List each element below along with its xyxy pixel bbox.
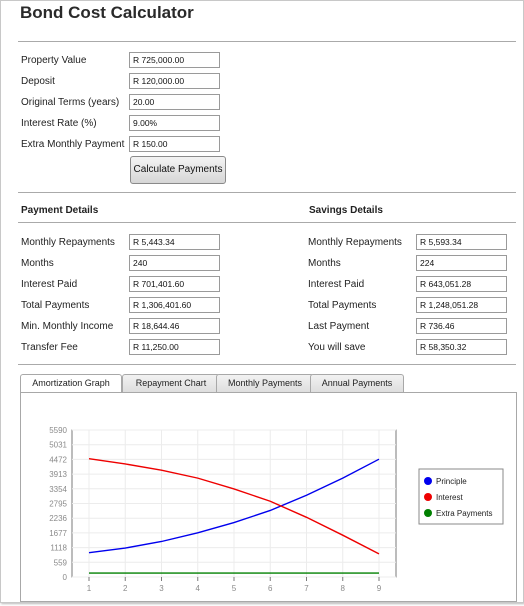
- savings-total-payments-label: Total Payments: [308, 300, 377, 311]
- savings-months-label: Months: [308, 258, 341, 269]
- legend-label: Principle: [436, 477, 467, 486]
- transfer-fee-label: Transfer Fee: [21, 342, 78, 353]
- savings-monthly-repayments-field[interactable]: R 5,593.34: [416, 234, 507, 250]
- last-payment-field[interactable]: R 736.46: [416, 318, 507, 334]
- transfer-fee-field[interactable]: R 11,250.00: [129, 339, 220, 355]
- original-terms-input[interactable]: 20.00: [129, 94, 220, 110]
- deposit-label: Deposit: [21, 76, 55, 87]
- x-tick-label: 3: [159, 584, 164, 593]
- payment-months-label: Months: [21, 258, 54, 269]
- interest-rate-label: Interest Rate (%): [21, 118, 97, 129]
- y-tick-label: 3913: [49, 470, 67, 479]
- series-line-principle: [88, 458, 380, 554]
- min-monthly-income-label: Min. Monthly Income: [21, 321, 114, 332]
- savings-details-heading: Savings Details: [309, 205, 383, 216]
- payment-monthly-repayments-label: Monthly Repayments: [21, 237, 115, 248]
- series-line-interest: [88, 457, 380, 555]
- legend-box: [418, 468, 504, 525]
- x-tick-label: 2: [123, 584, 128, 593]
- y-tick-label: 1118: [50, 544, 67, 553]
- payment-total-payments-field[interactable]: R 1,306,401.60: [129, 297, 220, 313]
- tab-annual-payments[interactable]: Annual Payments: [310, 374, 404, 392]
- x-tick-label: 4: [196, 584, 201, 593]
- payment-monthly-repayments-field[interactable]: R 5,443.34: [129, 234, 220, 250]
- divider: [18, 364, 516, 365]
- legend-label: Interest: [436, 493, 463, 502]
- extra-monthly-payment-label: Extra Monthly Payment: [21, 139, 125, 150]
- y-tick-label: 3354: [49, 485, 67, 494]
- payment-total-payments-label: Total Payments: [21, 300, 90, 311]
- y-tick-label: 0: [63, 573, 68, 582]
- you-will-save-label: You will save: [308, 342, 366, 353]
- tab-monthly-payments[interactable]: Monthly Payments: [216, 374, 314, 392]
- min-monthly-income-field[interactable]: R 18,644.46: [129, 318, 220, 334]
- y-tick-label: 4472: [49, 455, 67, 464]
- amortization-graph-panel: 0 559 1118 1677 2236 2795 3354 3913 4472 5031 5590…: [20, 392, 517, 602]
- divider: [18, 41, 516, 42]
- divider: [18, 222, 516, 223]
- y-tick-label: 5590: [49, 426, 67, 435]
- deposit-input[interactable]: R 120,000.00: [129, 73, 220, 89]
- interest-rate-input[interactable]: 9.00%: [129, 115, 220, 131]
- x-tick-label: 7: [304, 584, 309, 593]
- legend-marker: [424, 493, 432, 501]
- savings-monthly-repayments-label: Monthly Repayments: [308, 237, 402, 248]
- legend-label: Extra Payments: [436, 509, 492, 518]
- page-title: Bond Cost Calculator: [20, 3, 194, 22]
- savings-total-payments-field[interactable]: R 1,248,051.28: [416, 297, 507, 313]
- x-tick-label: 9: [377, 584, 382, 593]
- y-tick-label: 2795: [49, 500, 67, 509]
- y-tick-label: 559: [54, 558, 68, 567]
- original-terms-label: Original Terms (years): [21, 97, 120, 108]
- amortization-line-chart: 0559111816772236279533543913447250315590…: [49, 426, 504, 593]
- savings-interest-paid-field[interactable]: R 643,051.28: [416, 276, 507, 292]
- payment-interest-paid-field[interactable]: R 701,401.60: [129, 276, 220, 292]
- legend-marker: [424, 509, 432, 517]
- you-will-save-field[interactable]: R 58,350.32: [416, 339, 507, 355]
- savings-months-field[interactable]: 224: [416, 255, 507, 271]
- payment-interest-paid-label: Interest Paid: [21, 279, 78, 290]
- legend-marker: [424, 477, 432, 485]
- tab-repayment-chart[interactable]: Repayment Chart: [122, 374, 220, 392]
- x-tick-label: 8: [341, 584, 346, 593]
- payment-months-field[interactable]: 240: [129, 255, 220, 271]
- savings-interest-paid-label: Interest Paid: [308, 279, 365, 290]
- tab-amortization-graph[interactable]: Amortization Graph: [20, 374, 122, 393]
- calculate-payments-button[interactable]: Calculate Payments: [130, 156, 226, 184]
- y-tick-label: 2236: [49, 514, 67, 523]
- payment-details-heading: Payment Details: [21, 205, 99, 216]
- last-payment-label: Last Payment: [308, 321, 370, 332]
- property-value-label: Property Value: [21, 55, 87, 66]
- divider: [18, 192, 516, 193]
- property-value-input[interactable]: R 725,000.00: [129, 52, 220, 68]
- y-tick-label: 5031: [49, 441, 67, 450]
- extra-monthly-payment-input[interactable]: R 150.00: [129, 136, 220, 152]
- x-tick-label: 1: [87, 584, 92, 593]
- y-tick-label: 1677: [49, 529, 67, 538]
- x-tick-label: 6: [268, 584, 273, 593]
- x-tick-label: 5: [232, 584, 237, 593]
